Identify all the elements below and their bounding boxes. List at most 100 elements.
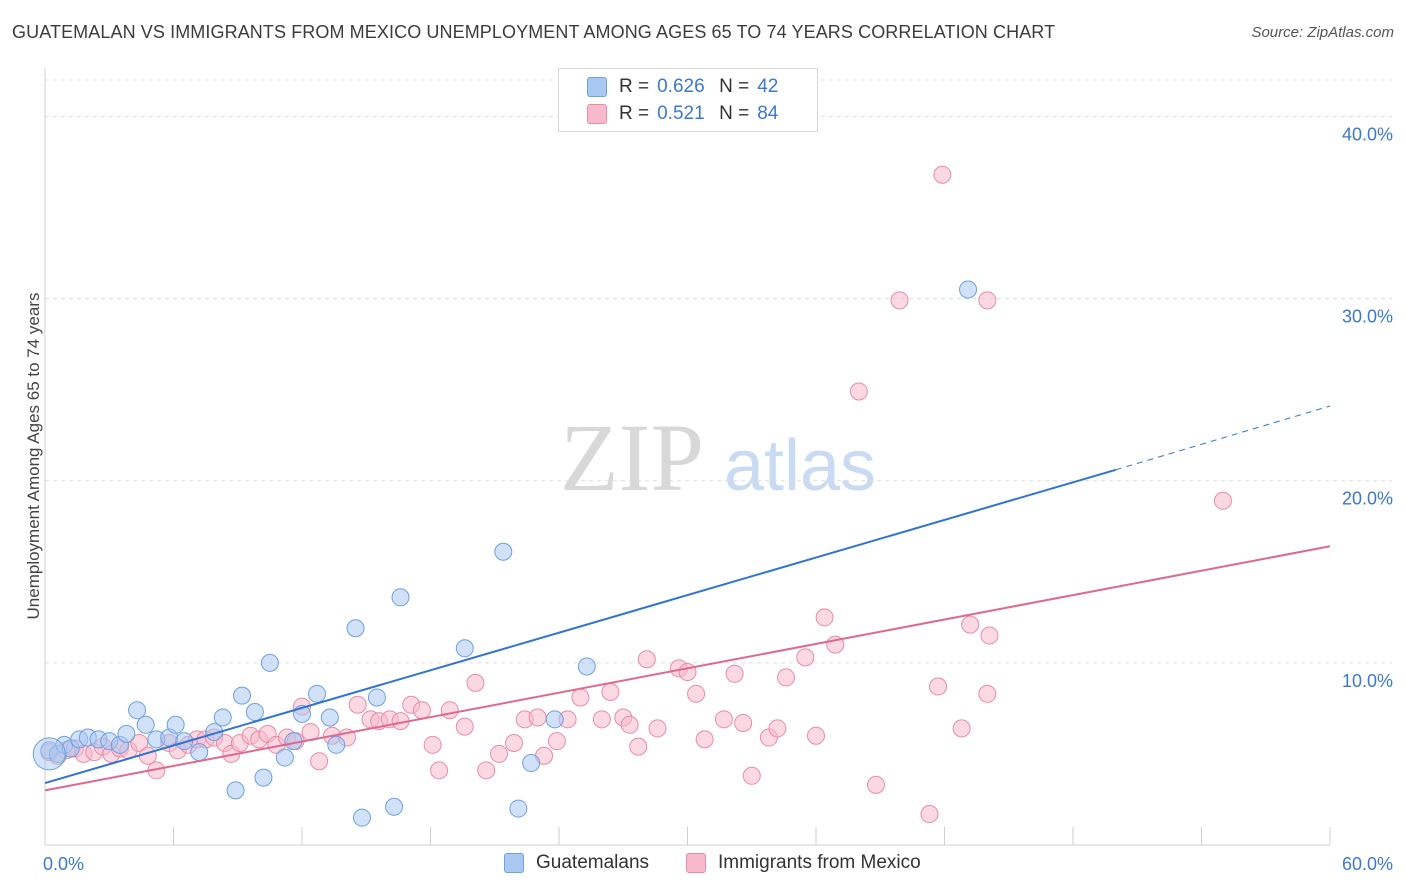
point-mexico (490, 744, 509, 763)
point-mexico (466, 673, 485, 692)
bottom-legend-label-guatemalans: Guatemalans (536, 852, 650, 873)
point-mexico (866, 775, 885, 794)
legend-row-guatemalans: R = 0.626 N = 42 (587, 75, 778, 99)
point-mexico (796, 648, 815, 667)
point-mexico (890, 291, 909, 310)
legend-swatch-mexico (587, 104, 607, 124)
point-mexico (592, 710, 611, 729)
point-guatemalans (522, 754, 541, 773)
point-guatemalans (136, 715, 155, 734)
source-label: Source: ZipAtlas.com (1251, 24, 1394, 41)
bottom-legend-swatch-guatemalans (504, 853, 524, 873)
point-guatemalans (307, 684, 326, 703)
point-mexico (678, 662, 697, 681)
point-guatemalans (213, 708, 232, 727)
point-mexico (952, 719, 971, 738)
point-mexico (629, 737, 648, 756)
point-guatemalans (233, 686, 252, 705)
watermark-atlas: atlas (724, 426, 876, 506)
point-mexico (807, 726, 825, 745)
bottom-legend-label-mexico: Immigrants from Mexico (718, 852, 921, 873)
point-mexico (620, 715, 639, 734)
point-guatemalans (245, 703, 264, 722)
point-guatemalans (455, 639, 474, 658)
point-guatemalans (959, 280, 978, 299)
point-mexico (571, 688, 590, 707)
legend-r-key: R = (619, 76, 650, 97)
point-mexico (742, 766, 761, 785)
watermark-zip: ZIP (560, 404, 704, 511)
point-guatemalans (385, 797, 404, 816)
point-guatemalans (494, 542, 513, 561)
point-mexico (933, 165, 952, 184)
point-guatemalans (175, 732, 194, 751)
point-mexico (412, 701, 431, 720)
legend-r-key: R = (619, 103, 650, 124)
point-mexico (695, 730, 714, 749)
y-tick-label: 40.0% (1342, 124, 1393, 144)
point-mexico (505, 734, 524, 752)
point-mexico (455, 717, 474, 736)
point-guatemalans (226, 781, 245, 800)
y-tick-label: 10.0% (1342, 671, 1393, 691)
point-guatemalans (367, 688, 386, 707)
point-guatemalans (391, 588, 410, 607)
point-guatemalans (166, 715, 185, 734)
point-mexico (310, 752, 329, 771)
legend-row-mexico: R = 0.521 N = 84 (587, 102, 778, 126)
point-mexico (348, 695, 367, 714)
legend-swatch-guatemalans (587, 77, 607, 97)
point-mexico (687, 684, 706, 703)
point-guatemalans (190, 743, 209, 762)
legend-box: R = 0.626 N = 42 R = 0.521 N = 84 (558, 68, 818, 132)
point-mexico (815, 608, 834, 627)
point-mexico (978, 684, 997, 703)
bottom-legend-swatch-mexico (686, 853, 706, 873)
point-mexico (734, 713, 753, 732)
point-guatemalans (260, 653, 279, 672)
point-mexico (849, 382, 868, 401)
point-guatemalans (254, 768, 273, 787)
point-mexico (547, 732, 566, 751)
point-guatemalans (577, 657, 596, 676)
point-guatemalans (117, 724, 136, 743)
point-guatemalans (275, 748, 294, 767)
point-mexico (430, 761, 449, 780)
y-tick-label: 20.0% (1342, 489, 1393, 509)
point-mexico (725, 664, 744, 683)
point-mexico (768, 719, 787, 738)
point-guatemalans (352, 808, 371, 827)
trendline-guatemalans (44, 468, 1117, 785)
point-mexico (440, 701, 459, 720)
trendline-guatemalans-extension (1115, 405, 1331, 471)
point-mexico (423, 735, 442, 754)
point-mexico (130, 734, 149, 752)
legend-n-value: 42 (757, 76, 779, 97)
point-mexico (601, 683, 620, 701)
bottom-legend: Guatemalans Immigrants from Mexico (0, 852, 1406, 878)
point-guatemalans (509, 799, 528, 818)
point-mexico (477, 761, 496, 780)
point-mexico (714, 710, 733, 729)
legend-r-value: 0.626 (657, 76, 705, 97)
point-mexico (637, 650, 656, 669)
chart-title: GUATEMALAN VS IMMIGRANTS FROM MEXICO UNE… (12, 22, 1056, 42)
point-mexico (777, 668, 796, 687)
point-guatemalans (320, 708, 339, 727)
legend-r-value: 0.521 (657, 103, 705, 124)
point-mexico (961, 615, 980, 634)
legend-n-value: 84 (757, 103, 779, 124)
bottom-legend-guatemalans: Guatemalans (504, 852, 649, 874)
point-mexico (528, 708, 547, 727)
x-tick-label-right: 60.0% (1342, 854, 1393, 874)
point-mexico (929, 677, 948, 696)
point-mexico (980, 626, 999, 645)
point-mexico (1213, 491, 1232, 510)
y-axis-label: Unemployment Among Ages 65 to 74 years (24, 292, 43, 620)
point-mexico (648, 719, 667, 738)
bottom-legend-mexico: Immigrants from Mexico (686, 852, 921, 874)
trendline-mexico (44, 545, 1331, 792)
point-mexico (978, 291, 997, 310)
point-guatemalans (545, 710, 564, 729)
